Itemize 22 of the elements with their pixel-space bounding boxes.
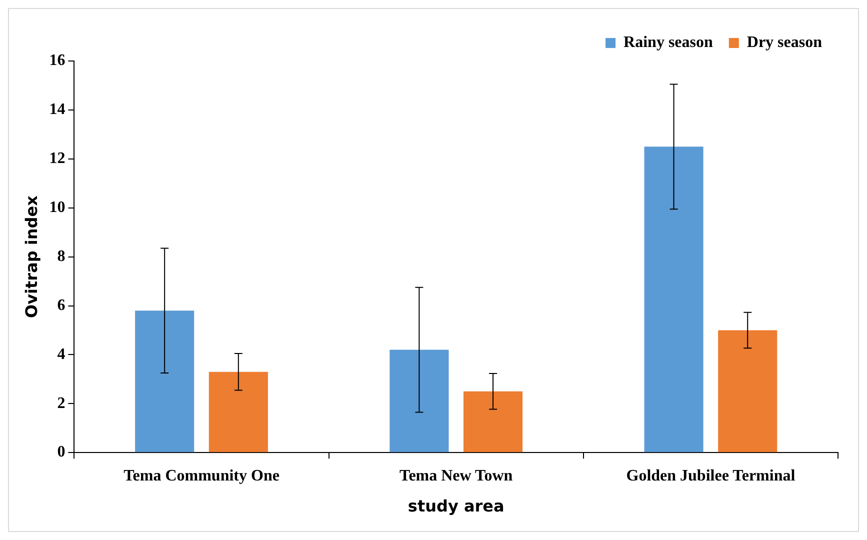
x-axis-title: study area [408,496,504,516]
y-tick-label: 2 [57,394,66,412]
x-tick-label: Golden Jubilee Terminal [626,467,796,484]
y-tick-label: 0 [57,444,66,461]
y-tick-label: 4 [57,346,66,363]
y-axis-title: Ovitrap index [22,194,41,318]
legend-label: Rainy season [624,34,713,52]
y-tick-label: 12 [49,150,66,168]
bar [208,372,268,452]
bar [644,146,704,452]
y-tick-label: 10 [49,198,66,216]
y-tick-label: 14 [49,101,66,118]
x-tick-label: Tema New Town [399,467,513,484]
y-tick-label: 16 [49,52,66,70]
bar [390,350,449,452]
x-tick-label: Tema Community One [124,467,280,484]
bar [463,391,523,452]
y-tick-label: 6 [57,296,66,314]
legend-label: Dry season [746,34,822,52]
bar [718,330,778,452]
bar [135,310,194,452]
y-tick-label: 8 [57,248,66,265]
